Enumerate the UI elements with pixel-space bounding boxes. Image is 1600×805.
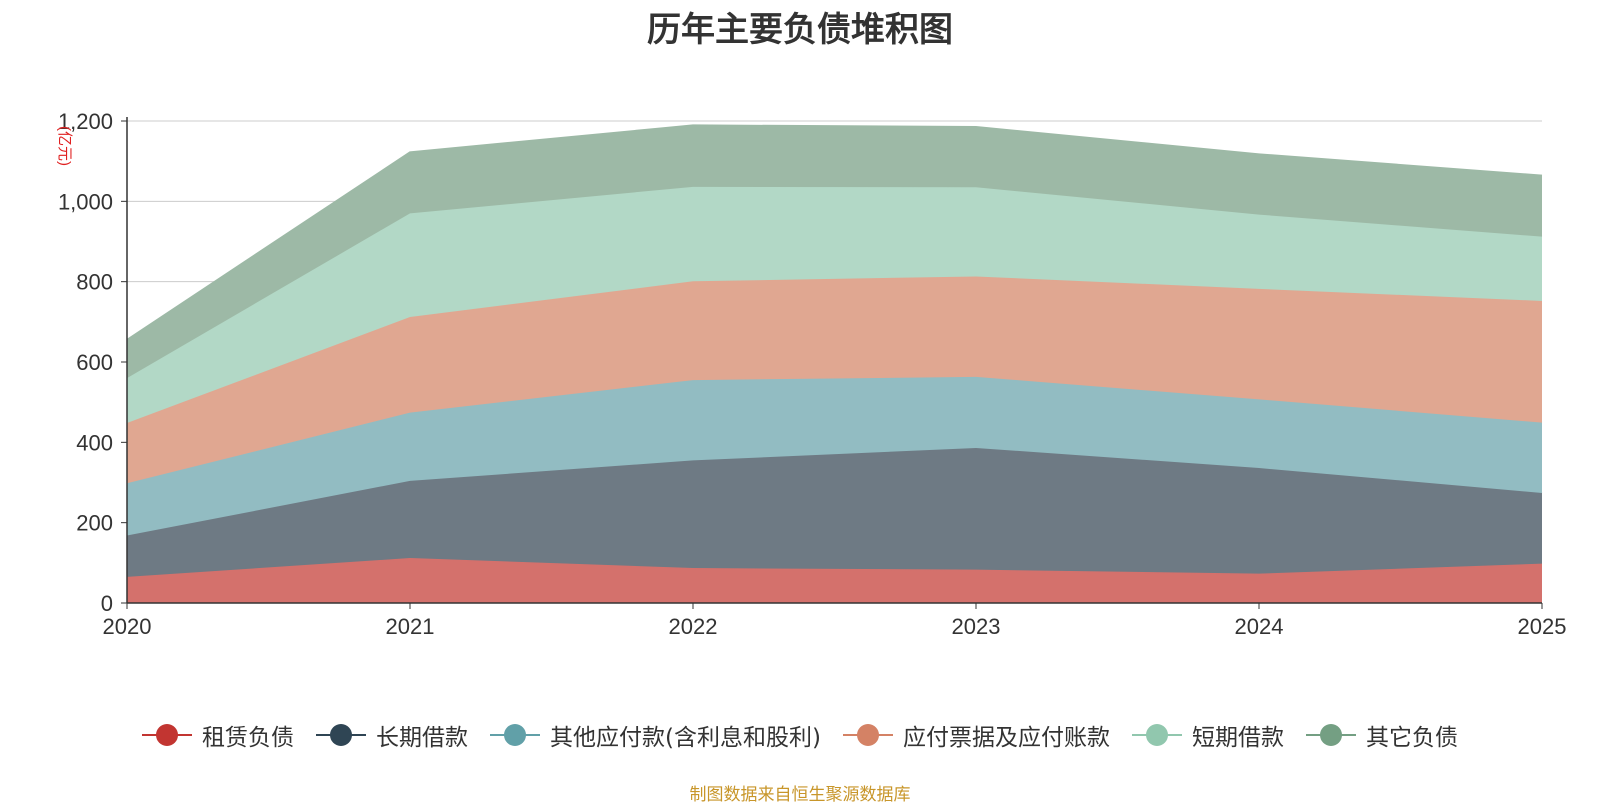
x-tick-label: 2024 xyxy=(1235,614,1284,639)
axes: 0 200 400 600 800 1,000 1,200 2020 2021 2022 2023 2… xyxy=(58,109,1567,639)
area-series-layer xyxy=(126,124,1543,603)
legend-item[interactable]: 租赁负债 xyxy=(142,718,294,752)
legend-label: 租赁负债 xyxy=(202,725,295,751)
chart-title: 历年主要负债堆积图 xyxy=(647,10,953,50)
source-note: 制图数据来自恒生聚源数据库 xyxy=(689,785,911,805)
line-其它负债 xyxy=(126,124,1543,341)
x-tick-label: 2020 xyxy=(103,614,152,639)
area-其他应付款(含利息和股利) xyxy=(127,376,1542,536)
y-tick-label: 1,000 xyxy=(58,189,113,214)
y-tick-label: 600 xyxy=(76,350,113,375)
legend-marker-icon xyxy=(842,722,893,748)
legend-marker-icon xyxy=(1305,722,1356,748)
legend-item[interactable]: 其他应付款(含利息和股利) xyxy=(490,718,821,752)
area-租赁负债 xyxy=(127,558,1542,603)
y-tick-label: 0 xyxy=(101,591,113,616)
legend-marker-icon xyxy=(142,722,193,748)
area-应付票据及应付账款 xyxy=(127,276,1542,484)
chart-area: 0 200 400 600 800 1,000 1,200 2020 2021 2022 2023 2… xyxy=(56,109,1567,639)
x-tick-label: 2023 xyxy=(952,614,1001,639)
x-tick-label: 2021 xyxy=(386,614,435,639)
area-其它负债 xyxy=(127,125,1542,379)
y-tick-label: 1,200 xyxy=(58,109,113,134)
legend-item[interactable]: 其它负债 xyxy=(1305,718,1458,752)
legend-label: 长期借款 xyxy=(376,725,469,751)
legend-label: 短期借款 xyxy=(1191,725,1284,751)
y-axis-unit-label: (亿元) xyxy=(56,126,73,166)
x-tick-label: 2022 xyxy=(669,614,718,639)
legend-label: 应付票据及应付账款 xyxy=(902,725,1110,751)
legend-item[interactable]: 应付票据及应付账款 xyxy=(842,718,1110,752)
legend-marker-icon xyxy=(1131,722,1182,748)
legend-label: 其它负债 xyxy=(1365,725,1458,751)
y-tick-label: 800 xyxy=(76,270,113,295)
y-tick-label: 400 xyxy=(76,430,113,455)
area-长期借款 xyxy=(127,447,1542,577)
y-tick-label: 200 xyxy=(76,511,113,536)
legend-label: 其他应付款(含利息和股利) xyxy=(550,725,821,751)
legend: 租赁负债 长期借款 其他应付款(含利息和股利) 应付票据及应付账款 短期借款 其它负债 xyxy=(0,718,1600,752)
legend-marker-icon xyxy=(490,722,541,748)
legend-item[interactable]: 短期借款 xyxy=(1131,718,1284,752)
legend-item[interactable]: 长期借款 xyxy=(316,718,468,752)
area-短期借款 xyxy=(127,186,1542,424)
legend-marker-icon xyxy=(316,722,367,748)
x-tick-label: 2025 xyxy=(1518,614,1567,639)
